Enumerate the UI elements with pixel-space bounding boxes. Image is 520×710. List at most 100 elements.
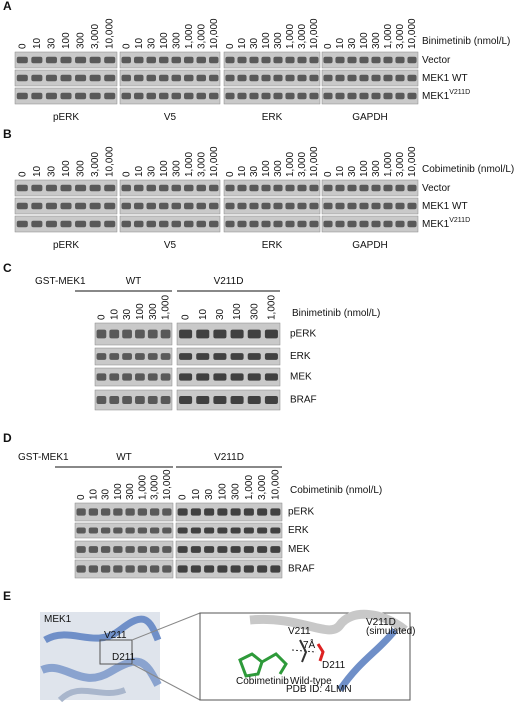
band [285,74,295,82]
band [273,74,283,82]
band [335,184,345,192]
band [177,508,188,516]
dose-label: 1,000 [161,295,172,320]
band [16,184,28,192]
band [184,184,194,192]
band [213,373,227,381]
band [249,202,259,210]
panel-label: C [3,261,12,275]
band [121,56,131,64]
band [88,546,99,553]
blot [74,559,174,579]
band [31,56,43,64]
band [383,74,393,82]
dose-label: 30 [347,165,358,177]
band [209,92,219,100]
row-text: MEK1 WT [422,73,468,84]
band [162,527,172,534]
band [146,74,156,82]
panel-label: B [3,127,12,141]
dose-label: 10 [335,37,346,49]
dose-label: 10,000 [309,146,320,177]
band [407,220,417,228]
dose-label: 3,000 [150,475,161,500]
band [204,527,215,534]
blot [74,502,174,522]
treatment-label: Cobimetinib (nmol/L) [290,485,382,496]
blot [176,367,281,387]
band [179,373,193,381]
band [257,527,268,534]
band [407,92,417,100]
blot [119,69,221,87]
band [270,508,281,516]
band [16,92,28,100]
band [122,353,132,360]
band [104,202,116,210]
dose-label: 100 [232,303,243,320]
band [121,184,131,192]
band [89,202,101,210]
blot [223,197,321,215]
blot [74,540,174,559]
band [230,329,244,339]
row-text: MEK1 WT [422,201,468,212]
band [88,527,99,534]
band [209,56,219,64]
band [162,546,172,553]
row-label: pERK [288,507,314,518]
construct-label: GST-MEK1 [18,452,69,463]
band [88,565,99,573]
band [89,56,101,64]
dose-label: 100 [261,32,272,49]
band [137,565,148,573]
structure-label: D211 [112,652,136,663]
residue [316,643,325,662]
band [347,184,357,192]
band [407,184,417,192]
band [147,329,158,339]
band [135,396,145,404]
band [45,56,57,64]
band [16,56,28,64]
band [261,184,271,192]
band [16,220,28,228]
band [297,56,307,64]
band [121,202,131,210]
blot [175,502,283,522]
dose-label: 10,000 [407,18,418,49]
band [359,220,369,228]
band [125,546,135,553]
band [60,74,72,82]
band [147,396,158,404]
band [225,202,235,210]
band [147,373,158,381]
band [225,184,235,192]
band [196,329,210,339]
structure-label: MEK1 [44,614,72,625]
band [273,56,283,64]
band [204,546,215,553]
blot-label: GAPDH [352,240,388,251]
dose-label: 10,000 [105,146,116,177]
band [100,565,111,573]
band [237,56,247,64]
dose-label: 100 [135,303,146,320]
band [323,92,333,100]
dose-label: 30 [46,37,57,49]
blot [176,389,281,411]
structure-label: PDB ID: 4LMN [286,684,352,695]
band [146,184,156,192]
band [247,329,261,339]
dose-label: 0 [96,314,107,320]
dose-label: 1,000 [383,24,394,49]
band [297,74,307,82]
blot [321,179,419,197]
panel-label: D [3,431,12,445]
band [171,202,181,210]
band [247,396,261,404]
blot [175,559,283,579]
dose-label: 300 [273,32,284,49]
treatment-label: Cobimetinib (nmol/L) [422,164,514,175]
band [383,92,393,100]
